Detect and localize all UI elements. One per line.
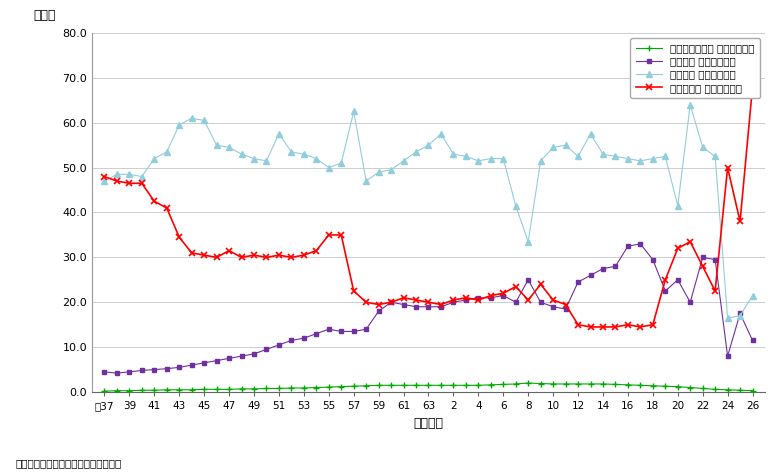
Legend: 科学技術の研究 シェア（％）, 災害予防 シェア（％）, 国土保全 シェア（％）, 災害復旧等 シェア（％）: 科学技術の研究 シェア（％）, 災害予防 シェア（％）, 国土保全 シェア（％）… — [630, 38, 760, 98]
Line: 災害復旧等 シェア（％）: 災害復旧等 シェア（％） — [101, 84, 756, 330]
Line: 科学技術の研究 シェア（％）: 科学技術の研究 シェア（％） — [101, 380, 755, 394]
X-axis label: （年度）: （年度） — [413, 417, 444, 429]
国土保全 シェア（％） — [486, 156, 495, 161]
災害予防 シェア（％） — [748, 338, 757, 343]
災害復旧等 シェア（％） — [748, 84, 757, 89]
科学技術の研究 シェア（％） — [473, 383, 483, 388]
災害予防 シェア（％） — [498, 293, 508, 298]
国土保全 シェア（％） — [275, 131, 284, 137]
災害復旧等 シェア（％） — [686, 239, 695, 245]
災害予防 シェア（％） — [636, 241, 645, 247]
災害復旧等 シェア（％） — [100, 174, 109, 179]
災害予防 シェア（％） — [100, 369, 109, 375]
災害復旧等 シェア（％） — [275, 252, 284, 258]
災害予防 シェア（％） — [523, 277, 533, 283]
災害復旧等 シェア（％） — [486, 293, 495, 298]
国土保全 シェア（％） — [748, 293, 757, 298]
災害復旧等 シェア（％） — [511, 284, 520, 289]
Line: 国土保全 シェア（％）: 国土保全 シェア（％） — [101, 102, 755, 321]
国土保全 シェア（％） — [723, 315, 732, 321]
国土保全 シェア（％） — [100, 178, 109, 184]
科学技術の研究 シェア（％） — [486, 382, 495, 388]
災害復旧等 シェア（％） — [473, 297, 483, 303]
災害予防 シェア（％） — [536, 299, 545, 305]
災害予防 シェア（％） — [287, 338, 296, 343]
科学技術の研究 シェア（％） — [523, 380, 533, 386]
Text: 出典：各省庁資料をもとに内閣府作成: 出典：各省庁資料をもとに内閣府作成 — [16, 458, 122, 468]
災害予防 シェア（％） — [112, 370, 122, 376]
国土保全 シェア（％） — [686, 102, 695, 107]
災害復旧等 シェア（％） — [611, 324, 620, 330]
国土保全 シェア（％） — [511, 203, 520, 209]
災害予防 シェア（％） — [611, 263, 620, 269]
科学技術の研究 シェア（％） — [100, 388, 109, 394]
Line: 災害予防 シェア（％）: 災害予防 シェア（％） — [102, 242, 755, 376]
国土保全 シェア（％） — [598, 151, 608, 157]
Y-axis label: （％）: （％） — [34, 9, 56, 22]
国土保全 シェア（％） — [523, 239, 533, 245]
科学技術の研究 シェア（％） — [511, 381, 520, 387]
科学技術の研究 シェア（％） — [275, 385, 284, 391]
災害復旧等 シェア（％） — [586, 324, 595, 330]
科学技術の研究 シェア（％） — [686, 385, 695, 390]
国土保全 シェア（％） — [473, 158, 483, 164]
災害予防 シェア（％） — [486, 295, 495, 301]
科学技術の研究 シェア（％） — [611, 382, 620, 387]
科学技術の研究 シェア（％） — [748, 388, 757, 394]
